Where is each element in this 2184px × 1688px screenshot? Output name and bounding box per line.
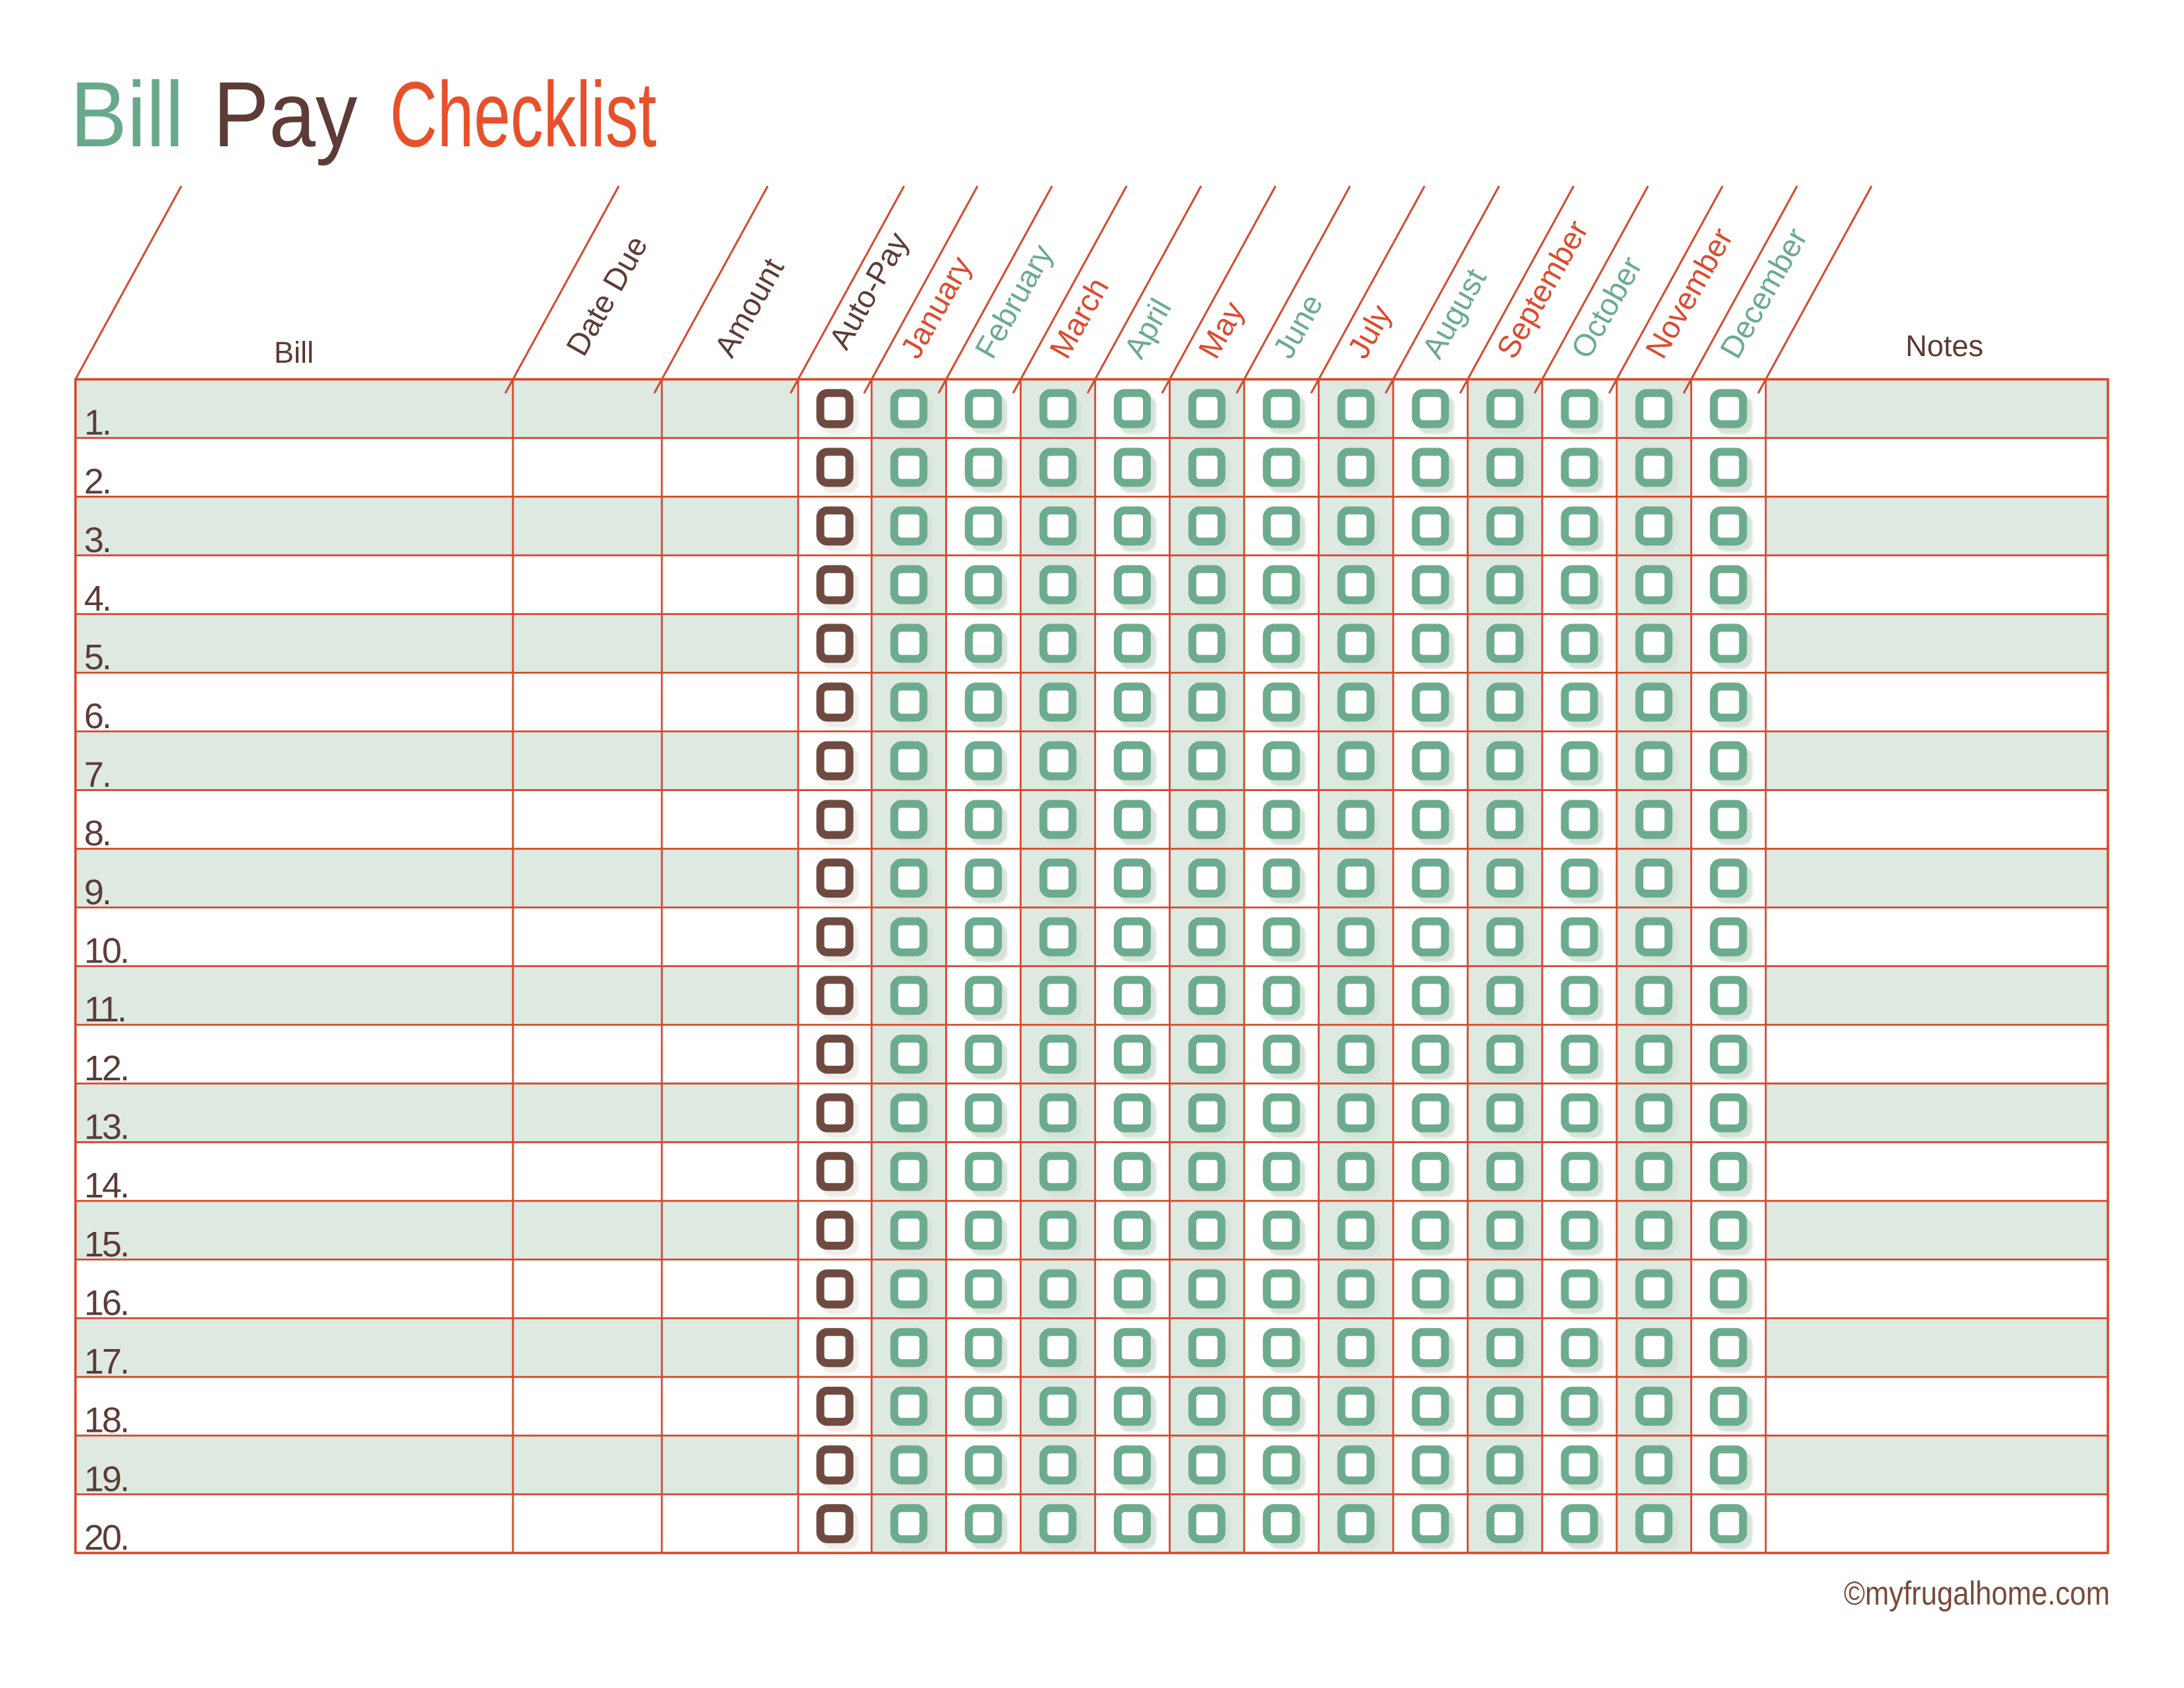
svg-text:2.: 2. — [84, 461, 110, 501]
svg-text:3.: 3. — [84, 520, 110, 560]
svg-text:20.: 20. — [84, 1518, 128, 1558]
svg-text:Bill: Bill — [70, 62, 184, 166]
svg-text:9.: 9. — [84, 872, 110, 912]
svg-text:16.: 16. — [84, 1283, 128, 1323]
svg-text:1.: 1. — [84, 403, 110, 443]
svg-text:4.: 4. — [84, 579, 110, 619]
svg-text:5.: 5. — [84, 637, 110, 677]
svg-text:14.: 14. — [84, 1166, 128, 1205]
svg-text:12.: 12. — [84, 1049, 128, 1088]
svg-text:10.: 10. — [84, 931, 128, 971]
svg-text:19.: 19. — [84, 1459, 128, 1499]
svg-text:Checklist: Checklist — [390, 62, 657, 166]
svg-text:Bill: Bill — [274, 336, 314, 369]
svg-text:Notes: Notes — [1905, 329, 1983, 363]
svg-text:13.: 13. — [84, 1107, 128, 1147]
svg-text:Pay: Pay — [213, 62, 357, 166]
svg-text:17.: 17. — [84, 1342, 128, 1382]
svg-text:©myfrugalhome.com: ©myfrugalhome.com — [1844, 1575, 2110, 1612]
svg-text:18.: 18. — [84, 1401, 128, 1440]
svg-text:7.: 7. — [84, 755, 110, 795]
svg-text:8.: 8. — [84, 814, 110, 853]
svg-text:11.: 11. — [84, 990, 125, 1029]
svg-text:6.: 6. — [84, 696, 110, 736]
svg-text:15.: 15. — [84, 1225, 128, 1264]
